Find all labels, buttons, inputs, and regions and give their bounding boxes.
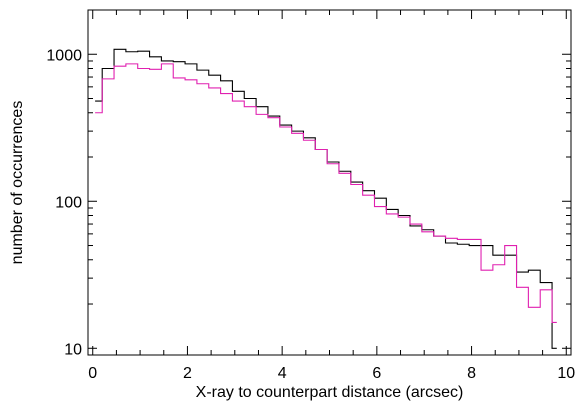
x-tick-labels: 0 2 4 6 8 10 bbox=[88, 365, 575, 382]
x-tick-label: 4 bbox=[278, 365, 287, 382]
plot-frame bbox=[87, 9, 572, 356]
x-tick-label: 10 bbox=[557, 365, 575, 382]
histogram-series-2 bbox=[95, 63, 557, 323]
y-axis-label: number of occurrences bbox=[9, 101, 26, 265]
x-tick-label: 6 bbox=[372, 365, 381, 382]
x-tick-label: 8 bbox=[467, 365, 476, 382]
y-tick-labels: 10 100 1000 bbox=[46, 47, 82, 358]
histogram-series bbox=[95, 48, 557, 349]
axis-ticks bbox=[88, 9, 571, 355]
plot-area-border bbox=[87, 9, 572, 356]
histogram-series-1 bbox=[95, 48, 557, 349]
y-tick-label: 1000 bbox=[46, 47, 82, 64]
x-tick-label: 0 bbox=[88, 365, 97, 382]
y-tick-label: 100 bbox=[55, 194, 82, 211]
y-tick-label: 10 bbox=[64, 341, 82, 358]
x-tick-label: 2 bbox=[183, 365, 192, 382]
x-axis-label: X-ray to counterpart distance (arcsec) bbox=[196, 384, 464, 401]
